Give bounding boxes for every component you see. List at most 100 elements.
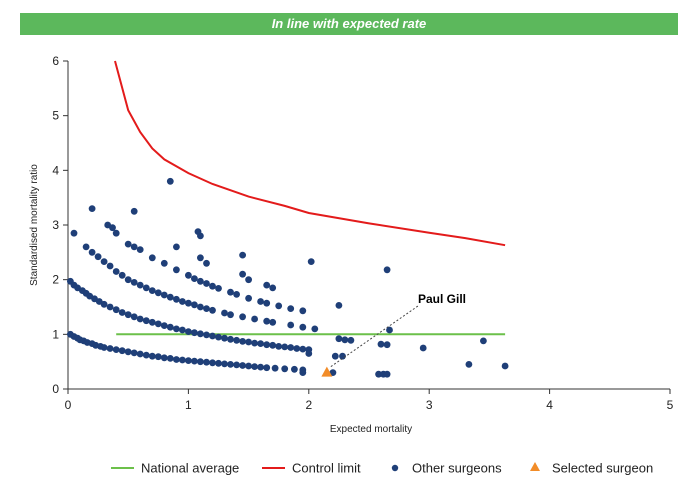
x-tick-label: 0 [65,398,72,412]
other-surgeons-point [160,322,168,329]
other-surgeons-point [263,364,271,372]
other-surgeons-point [209,282,216,290]
other-surgeons-point [124,311,132,319]
x-axis-title: Expected mortality [330,424,412,435]
other-surgeons-point [239,362,247,369]
other-surgeons-point [335,335,343,343]
other-surgeons-point [209,359,216,367]
other-surgeons-point [173,295,180,303]
other-surgeons-point [148,352,156,360]
other-surgeons-point [257,340,264,347]
other-surgeons-point [124,240,132,248]
other-surgeons-point [221,360,228,368]
other-surgeons-point [251,339,258,347]
other-surgeons-point [465,361,473,368]
other-surgeons-point [124,348,132,356]
other-surgeons-point [287,344,295,351]
other-surgeons-point [166,323,174,331]
legend-swatch-other-surgeons [391,464,399,472]
other-surgeons-point [124,276,132,284]
y-tick-label: 6 [52,54,59,68]
y-tick-label: 1 [52,327,59,341]
other-surgeons-point [142,284,150,292]
other-surgeons-point [118,347,126,355]
legend-label-control-limit: Control limit [292,461,361,476]
x-tick-label: 1 [185,398,192,412]
other-surgeons-point [173,356,180,363]
other-surgeons-point [257,363,264,371]
other-surgeons-point [227,288,234,296]
series-lines [114,60,506,336]
other-surgeons-point [130,207,138,215]
other-surgeons-point [307,258,315,265]
other-surgeons-point [281,365,289,373]
other-surgeons-point [383,370,391,378]
other-surgeons-point [88,205,96,213]
other-surgeons-point [100,300,108,308]
other-surgeons-point [112,306,120,314]
other-surgeons-point [203,259,210,267]
other-surgeons-point [347,336,355,344]
other-surgeons-point [209,306,216,314]
other-surgeons-point [239,313,247,321]
y-tick-label: 4 [52,163,59,177]
legend: National average Control limit Other surge… [111,461,653,476]
other-surgeons-point [215,359,222,367]
other-surgeons-point [383,266,391,274]
other-surgeons-point [251,363,258,370]
other-surgeons-point [160,259,168,267]
other-surgeons-point [166,177,174,185]
other-surgeons-point [377,340,385,348]
other-surgeons-point [130,279,138,286]
other-surgeons-point [88,248,96,256]
other-surgeons-point [112,268,120,275]
x-tick-label: 5 [667,398,674,412]
other-surgeons-point [275,343,283,350]
other-surgeons-point [142,317,150,325]
other-surgeons-point [269,284,277,292]
other-surgeons-point [166,293,174,301]
other-surgeons-point [130,349,138,357]
y-axis-title: Standardised mortality ratio [29,164,40,286]
other-surgeons-point [197,358,204,366]
other-surgeons-point [299,345,307,353]
other-surgeons-point [191,301,198,309]
other-surgeons-point [339,352,346,360]
other-surgeons-point [233,336,241,344]
other-surgeons-point [215,333,222,341]
control-limit-line [114,60,506,247]
other-surgeons-point [94,253,102,261]
other-surgeons-point [136,246,144,254]
annotations: Paul Gill [330,292,466,368]
other-surgeons-point [173,243,180,251]
other-surgeons-point [221,334,228,342]
other-surgeons-point [112,346,120,353]
other-surgeons-point [118,271,126,279]
other-surgeons-point [227,361,234,368]
other-surgeons-point [233,361,241,369]
other-surgeons-point [419,344,427,352]
other-surgeons-point [173,266,180,274]
other-surgeons-point [70,229,78,237]
other-surgeons-point [263,299,271,307]
other-surgeons-point [239,270,247,278]
annotation-leader-line [330,305,419,368]
other-surgeons-point [197,254,204,262]
other-surgeons-point [100,344,108,351]
other-surgeons-point [239,251,247,259]
other-surgeons-point [179,356,186,364]
other-surgeons-point [335,302,343,309]
x-tick-label: 4 [546,398,553,412]
other-surgeons-point [106,303,114,311]
other-surgeons-point [287,305,295,312]
other-surgeons-point [203,358,210,366]
other-surgeons-point [118,309,126,316]
annotation-label: Paul Gill [418,292,466,306]
chart-title-banner: In line with expected rate [20,13,678,35]
other-surgeons-point [263,281,271,289]
other-surgeons-point [215,285,222,292]
series-points [67,177,509,378]
other-surgeons-point [501,362,509,370]
other-surgeons-point [291,365,298,373]
other-surgeons-point [257,298,264,305]
